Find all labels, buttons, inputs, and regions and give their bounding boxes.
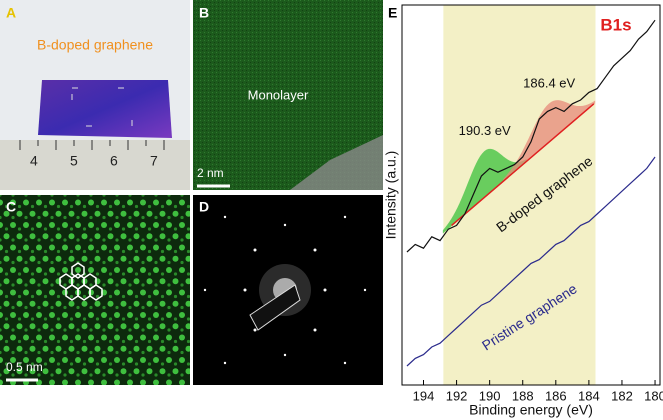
x-tick-label: 180 [644,388,663,403]
ruler-number: 7 [150,153,158,169]
x-tick-label: 194 [413,388,435,403]
scale-label: 0.5 nm [6,360,43,374]
caption: Monolayer [248,87,309,102]
panel-letter: C [6,199,16,215]
figure: 4 5 6 7 A B-doped graphene B Monolayer 2… [0,0,663,420]
chart-title: B1s [600,15,631,34]
x-tick-label: 182 [611,388,633,403]
stem-image [0,195,190,385]
panel-c: C 0.5 nm [0,195,190,385]
scale-label: 2 nm [197,166,224,180]
ruler-number: 5 [70,153,78,169]
panel-a: 4 5 6 7 A B-doped graphene [0,0,190,190]
panel-letter: B [199,5,209,21]
peak-label: 190.3 eV [459,123,511,138]
panel-b: B Monolayer 2 nm [193,0,383,190]
x-tick-label: 192 [446,388,468,403]
ruler-number: 4 [30,153,38,169]
ruler-number: 6 [110,153,118,169]
peak-label: 186.4 eV [523,75,575,90]
panel-letter: E [388,5,397,21]
panel-letter: D [199,199,209,215]
ruler [0,140,190,190]
panel-d: D [193,195,383,385]
caption: B-doped graphene [37,37,153,53]
panel-letter: A [6,5,16,21]
wafer [38,80,172,138]
x-axis-label: Binding energy (eV) [469,402,593,418]
y-axis-label: Intensity (a.u.) [383,151,399,240]
